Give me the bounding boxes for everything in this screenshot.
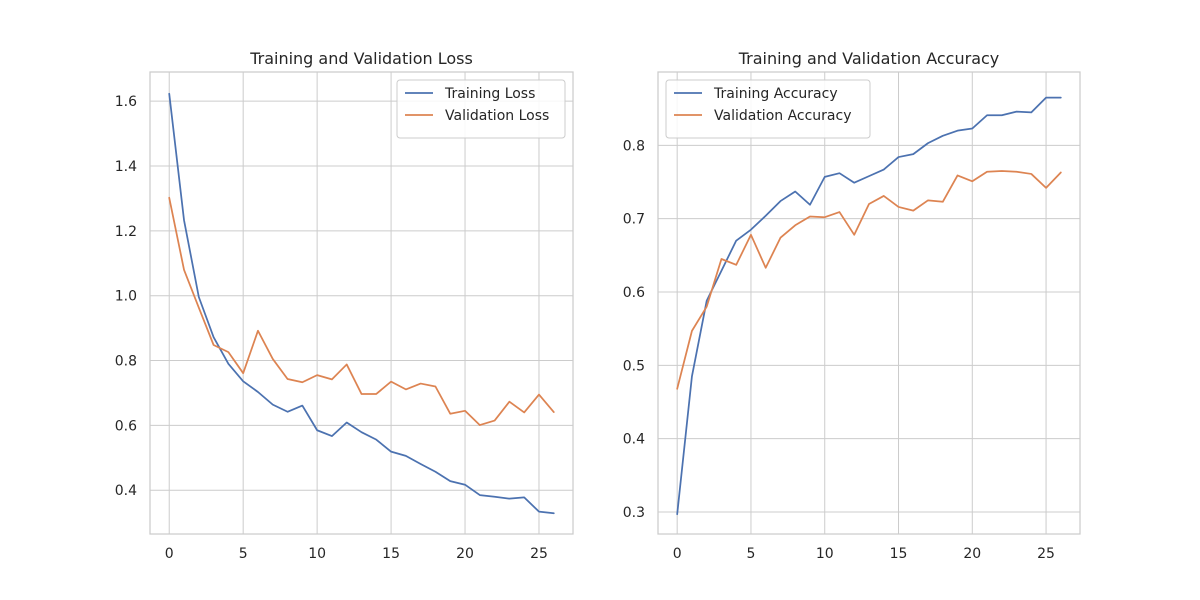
loss-legend-label-1: Training Loss bbox=[444, 86, 535, 102]
loss-chart: 0 5 10 15 20 25 0.4 0.6 0.8 1.0 1.2 1.4 1.6 Training … bbox=[115, 49, 574, 562]
accuracy-chart: 0 5 10 15 20 25 0.3 0.4 0.5 0.6 0.7 0.8 Training and… bbox=[623, 49, 1081, 562]
accuracy-y-tick-label: 0.4 bbox=[623, 432, 645, 448]
accuracy-y-tick-label: 0.5 bbox=[623, 358, 645, 374]
loss-x-tick-label: 10 bbox=[308, 546, 326, 562]
accuracy-x-tick-label: 25 bbox=[1037, 546, 1055, 562]
loss-y-tick-label: 1.6 bbox=[115, 94, 137, 110]
loss-x-tick-label: 15 bbox=[382, 546, 400, 562]
accuracy-y-tick-label: 0.6 bbox=[623, 285, 645, 301]
accuracy-chart-title: Training and Validation Accuracy bbox=[738, 49, 1000, 68]
accuracy-x-tick-label: 20 bbox=[963, 546, 981, 562]
accuracy-y-tick-label: 0.3 bbox=[623, 505, 645, 521]
loss-axes-frame bbox=[149, 71, 574, 535]
accuracy-x-tick-label: 10 bbox=[816, 546, 834, 562]
accuracy-plot-area bbox=[658, 72, 1080, 534]
loss-y-tick-label: 0.8 bbox=[115, 354, 137, 370]
accuracy-series-line-2 bbox=[676, 170, 1062, 390]
loss-x-tick-label: 20 bbox=[456, 546, 474, 562]
accuracy-x-tick-label: 5 bbox=[746, 546, 755, 562]
loss-y-tick-label: 0.6 bbox=[115, 418, 137, 434]
accuracy-legend-label-2: Validation Accuracy bbox=[714, 108, 852, 124]
loss-series-line-1 bbox=[168, 92, 555, 515]
accuracy-y-tick-label: 0.7 bbox=[623, 212, 645, 228]
accuracy-y-tick-label: 0.8 bbox=[623, 138, 645, 154]
loss-series-line-2 bbox=[168, 196, 555, 426]
loss-chart-title: Training and Validation Loss bbox=[249, 49, 473, 68]
accuracy-x-tick-label: 15 bbox=[890, 546, 908, 562]
loss-y-tick-label: 1.4 bbox=[115, 159, 137, 175]
accuracy-x-tick-label: 0 bbox=[673, 546, 682, 562]
loss-legend-label-2: Validation Loss bbox=[445, 108, 549, 124]
loss-x-tick-label: 25 bbox=[530, 546, 548, 562]
loss-y-tick-label: 0.4 bbox=[115, 483, 137, 499]
accuracy-legend: Training Accuracy Validation Accuracy bbox=[665, 79, 871, 139]
loss-y-tick-label: 1.2 bbox=[115, 224, 137, 240]
loss-legend: Training Loss Validation Loss bbox=[396, 79, 566, 139]
loss-legend-box bbox=[396, 79, 566, 139]
accuracy-series-line-1 bbox=[676, 96, 1062, 516]
loss-x-tick-label: 0 bbox=[165, 546, 174, 562]
accuracy-axes-frame bbox=[657, 71, 1081, 535]
loss-plot-area bbox=[150, 72, 573, 534]
accuracy-legend-box bbox=[665, 79, 871, 139]
accuracy-legend-label-1: Training Accuracy bbox=[713, 86, 838, 102]
loss-y-tick-label: 1.0 bbox=[115, 289, 137, 305]
loss-x-tick-label: 5 bbox=[239, 546, 248, 562]
